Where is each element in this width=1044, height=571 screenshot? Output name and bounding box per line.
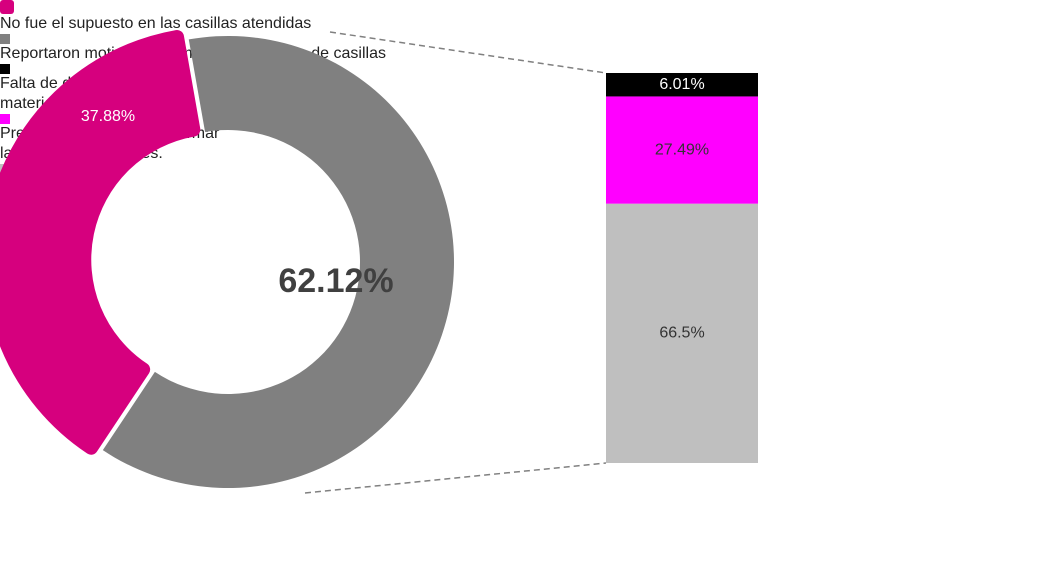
bar-segment xyxy=(606,203,758,463)
donut-slice xyxy=(102,35,455,488)
legend-label: No fue el supuesto en las casillas atend… xyxy=(0,15,312,32)
legend-swatch xyxy=(0,0,14,14)
legend-swatch xyxy=(0,114,10,124)
connector-line xyxy=(304,462,607,494)
data-label: 62.12% xyxy=(278,262,393,300)
bar-segment xyxy=(606,96,758,204)
donut-slice xyxy=(0,29,201,455)
data-label: 66.5% xyxy=(659,325,704,342)
data-label: 6.01% xyxy=(659,76,704,93)
connector-line xyxy=(329,31,607,74)
data-label: 37.88% xyxy=(81,108,135,125)
data-label: 27.49% xyxy=(655,141,709,158)
legend-swatch xyxy=(0,34,10,44)
bar-segment xyxy=(606,73,758,97)
legend-swatch xyxy=(0,64,10,74)
